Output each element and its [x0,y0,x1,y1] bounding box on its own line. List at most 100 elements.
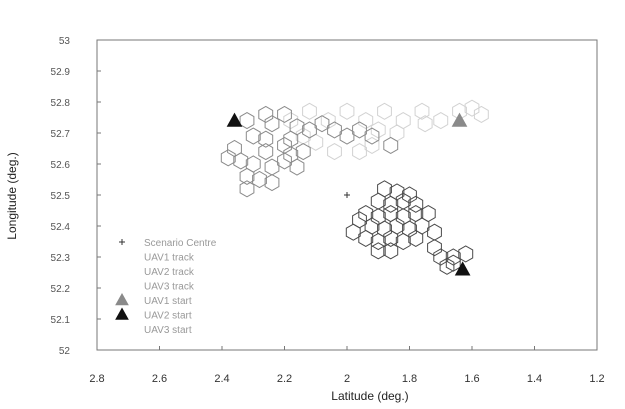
x-tick-label: 2.2 [277,373,292,385]
uav3-track-point [383,229,399,247]
legend-marker [115,292,129,306]
uav1-track-point [320,112,336,130]
y-tick-label: 52.9 [51,67,71,78]
x-tick-label: 1.4 [527,373,542,385]
uav2-start-point [454,261,471,276]
uav3-track-point [370,242,386,260]
axis-layer: 2.8 2.6 2.4 2.2 2 1.8 1.6 1.4 1.2 52 52.1 52.2 52.3 5… [51,36,605,385]
uav2-track-point [314,115,330,133]
uav3-track-point [383,242,399,260]
uav1-track-point [327,143,342,161]
uav1-track-point [377,102,392,120]
uav2-track-point [302,121,317,139]
series-uav2-track [220,105,399,198]
x-tick-label: 2.4 [214,373,229,385]
uav3-track-point [395,192,411,210]
uav2-track-point [239,112,255,130]
uav2-track-point [258,143,274,161]
legend-marker [119,239,125,245]
x-tick-label: 1.8 [402,373,417,385]
series-scenario-centre [344,192,350,198]
y-tick-label: 52 [59,346,71,357]
y-tick-label: 52.1 [51,315,71,326]
uav3-track-point [439,257,455,275]
uav2-track-point [264,115,280,133]
uav2-track-point [352,121,367,139]
uav2-track-point [239,180,255,198]
uav3-track-point [370,232,386,251]
uav2-track-point [264,158,280,176]
uav3-track-point [427,239,442,257]
y-tick-label: 52.7 [51,129,71,140]
legend-label: UAV1 start [144,296,192,307]
uav3-track-point [420,205,436,223]
uav1-track-point [473,105,489,123]
uav2-start-point [226,112,243,127]
uav1-track-point [417,115,433,133]
uav3-track-point [402,186,417,204]
uav2-track-point [245,127,261,145]
uav2-track-point [252,170,267,189]
uav1-start-point [451,112,468,127]
legend-label: UAV2 track [144,267,195,278]
uav2-track-point [220,149,236,167]
legend-label: UAV1 track [144,253,195,264]
y-tick-label: 52.6 [51,160,71,171]
x-tick-label: 1.2 [589,373,604,385]
x-tick-label: 2 [344,373,350,385]
uav1-track-point [302,102,317,120]
uav3-track-point [458,245,474,263]
x-tick-label: 1.6 [464,373,479,385]
legend: Scenario Centre UAV1 track UAV2 track UAV3 … [115,238,217,336]
uav1-track-point [433,112,449,130]
uav2-track-point [277,136,292,154]
uav3-track-point [383,195,399,213]
series-uav2-start [226,112,471,276]
series-uav1-start [451,112,468,127]
uav3-track-point [427,223,442,241]
legend-label: UAV3 start [144,325,192,336]
uav2-track-point [327,121,342,139]
uav2-track-point [277,105,292,123]
uav2-track-point [383,136,399,154]
uav3-track-point [358,229,374,247]
y-tick-label: 52.5 [51,191,71,202]
uav3-track-point [433,248,449,266]
uav1-track-point [308,133,324,151]
series-layer [220,99,489,276]
x-tick-label: 2.6 [152,373,167,385]
uav1-track-point [295,127,311,145]
y-tick-label: 52.8 [51,98,71,109]
uav3-track-point [389,183,405,201]
uav1-track-point [352,143,367,161]
uav3-track-point [370,192,386,210]
legend-marker [115,307,129,320]
uav2-track-point [258,130,274,148]
uav2-track-point [264,174,280,192]
uav1-track-point [358,112,374,130]
uav3-track-point [352,211,367,229]
uav1-track-point [339,102,355,120]
uav1-track-point [370,121,386,139]
uav3-track-point [408,229,424,247]
uav1-track-point [283,112,299,130]
x-axis-title: Latitude (deg.) [331,389,408,403]
uav2-track-point [295,143,311,161]
scenario-centre-point [344,192,350,198]
y-tick-label: 52.3 [51,253,71,264]
uav3-track-point [445,248,461,266]
uav3-track-point [345,223,361,241]
uav3-track-point [445,254,461,272]
uav1-track-point [364,136,380,154]
uav2-track-point [239,167,255,185]
uav3-track-point [395,232,411,251]
uav3-track-point [408,195,424,213]
uav1-track-point [414,102,430,120]
uav2-track-point [233,152,249,170]
y-tick-label: 53 [59,36,71,47]
legend-label: UAV2 start [144,311,192,322]
y-tick-label: 52.2 [51,284,71,295]
uav3-track-point [377,180,392,198]
x-tick-label: 2.8 [89,373,104,385]
